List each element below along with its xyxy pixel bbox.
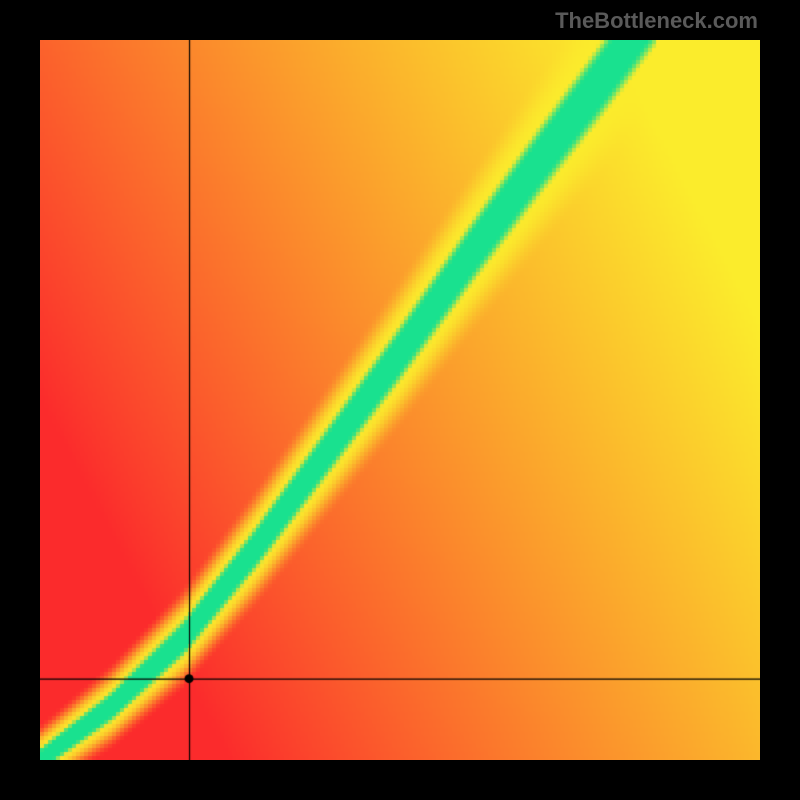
watermark-text: TheBottleneck.com bbox=[555, 8, 758, 34]
chart-container: TheBottleneck.com bbox=[0, 0, 800, 800]
bottleneck-heatmap bbox=[40, 40, 760, 760]
